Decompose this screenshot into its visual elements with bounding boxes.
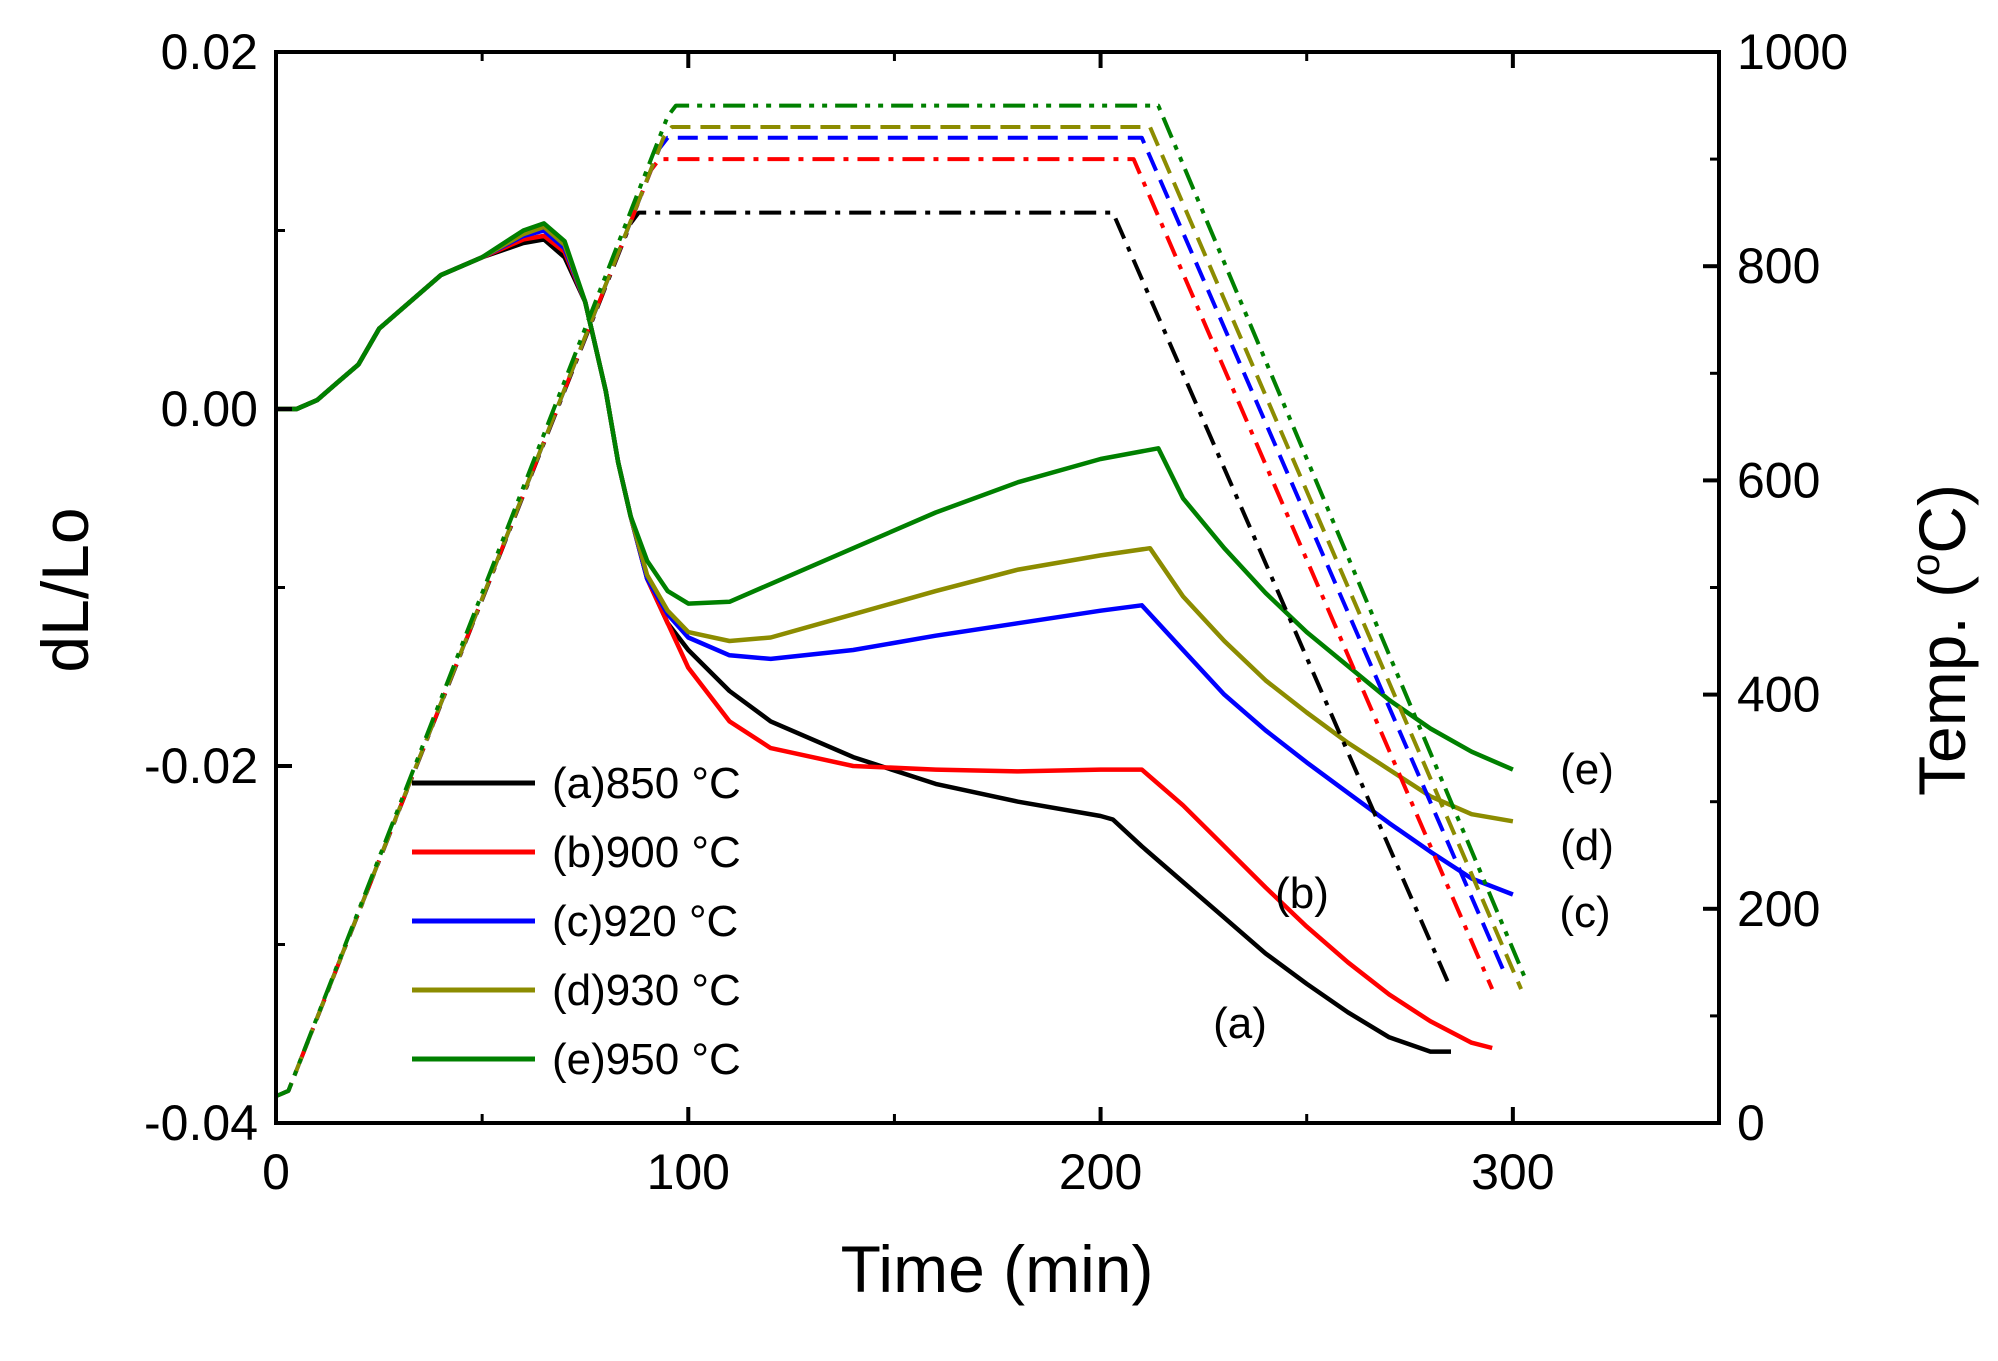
legend-label-d-930-c: (d)930 °C <box>552 966 741 1015</box>
series-line-b-900-c <box>276 233 1493 1051</box>
curve-label-d: (d) <box>1560 821 1614 870</box>
series-line-a-850-c <box>276 237 1451 1054</box>
ticks-layer: 0 100 200 300 -0.04 -0.02 0.00 0.02 0 200 400 600 80… <box>144 24 1848 1200</box>
series-line-c-920-c-temperature <box>275 135 1507 1099</box>
legend-label-e-950-c: (e)950 °C <box>552 1035 741 1084</box>
right-axis-title-degree: o <box>1904 554 1948 576</box>
curve-label-e: (e) <box>1560 745 1614 794</box>
legend-label-b-900-c: (b)900 °C <box>552 828 741 877</box>
x-tick-label: 0 <box>262 1144 290 1200</box>
series-line-a-850-c-temperature <box>275 210 1453 1099</box>
x-tick-label: 100 <box>647 1144 730 1200</box>
series-line-b-900-c-temperature <box>275 157 1495 1099</box>
series-line-e-950-c-temperature <box>275 103 1528 1099</box>
right-tick-label: 800 <box>1737 238 1820 294</box>
x-tick-label: 300 <box>1471 1144 1554 1200</box>
legend-label-c-920-c: (c)920 °C <box>552 897 738 946</box>
right-tick-label: 1000 <box>1737 24 1848 80</box>
curve-label-b: (b) <box>1275 869 1329 918</box>
left-tick-label: -0.02 <box>144 738 258 794</box>
right-axis-title-base: Temp. ( <box>1905 576 1979 796</box>
right-axis-title-unit: C) <box>1905 484 1979 554</box>
x-tick-label: 200 <box>1059 1144 1142 1200</box>
right-tick-label: 600 <box>1737 452 1820 508</box>
legend: (a)850 °C (b)900 °C (c)920 °C (d)930 °C (e)9… <box>412 759 741 1084</box>
curve-labels: (a) (b) (c) (d) (e) <box>1213 745 1614 1048</box>
left-tick-label: 0.02 <box>161 24 258 80</box>
left-tick-label: -0.04 <box>144 1095 258 1151</box>
series-layer <box>275 103 1528 1099</box>
legend-label-a-850-c: (a)850 °C <box>552 759 741 808</box>
left-tick-label: 0.00 <box>161 381 258 437</box>
right-tick-label: 200 <box>1737 881 1820 937</box>
x-axis-title: Time (min) <box>841 1232 1154 1306</box>
curve-label-a: (a) <box>1213 999 1267 1048</box>
right-axis-title: Temp. (oC) <box>1904 484 1979 796</box>
series-line-e-950-c <box>276 221 1514 772</box>
right-tick-label: 400 <box>1737 667 1820 723</box>
right-tick-label: 0 <box>1737 1095 1765 1151</box>
series-line-d-930-c <box>276 224 1514 824</box>
left-axis-title: dL/Lo <box>28 507 102 672</box>
series-line-c-920-c <box>276 228 1514 897</box>
curve-label-c: (c) <box>1559 888 1610 937</box>
